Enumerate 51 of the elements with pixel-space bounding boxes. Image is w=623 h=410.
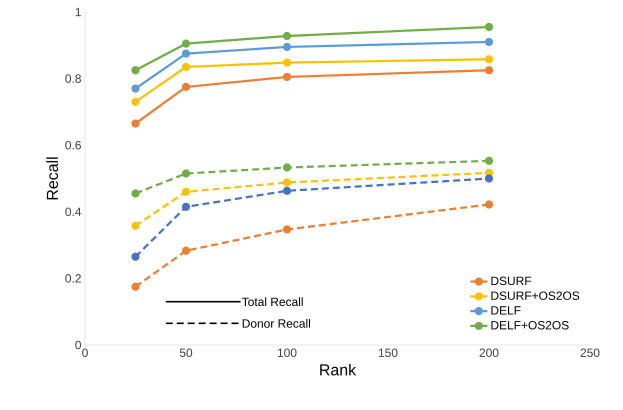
- point: [484, 66, 494, 74]
- point: [282, 42, 292, 52]
- point: [182, 40, 190, 48]
- point: [131, 282, 140, 291]
- point: [182, 50, 190, 58]
- legend-label: DELF: [491, 306, 521, 315]
- x-tick-label: 100: [278, 348, 297, 357]
- point: [131, 252, 140, 261]
- point: [484, 156, 494, 165]
- point: [182, 246, 190, 255]
- y-tick-label: 0.6: [65, 140, 81, 150]
- point: [282, 163, 292, 172]
- point: [282, 225, 292, 234]
- point: [484, 55, 494, 64]
- point: [182, 62, 190, 72]
- point: [131, 84, 140, 93]
- point: [484, 174, 494, 183]
- x-axis-title: Rank: [320, 364, 356, 376]
- point: [182, 202, 190, 211]
- point: [282, 178, 292, 187]
- point: [182, 169, 190, 178]
- point: [282, 186, 292, 195]
- legend-label: DELF+OS2OS: [491, 320, 569, 330]
- x-tick-label: 0: [82, 348, 88, 357]
- y-axis-title: Recall: [46, 157, 58, 200]
- point: [484, 38, 494, 46]
- x-tick-label: 150: [378, 348, 398, 357]
- y-tick-label: 0.8: [65, 74, 81, 83]
- point: [182, 82, 190, 92]
- point: [282, 58, 292, 67]
- x-tick-label: 200: [480, 348, 499, 357]
- annotation: Total Recall: [242, 297, 303, 306]
- y-tick-label: 0.2: [65, 274, 81, 283]
- y-tick-label: 0.4: [65, 208, 82, 216]
- point: [131, 66, 140, 74]
- legend-label: DSURF+OS2OS: [491, 291, 580, 300]
- point: [282, 72, 292, 82]
- point: [282, 32, 292, 40]
- point: [131, 189, 140, 198]
- point: [131, 119, 140, 128]
- y-tick-label: 1: [76, 8, 81, 16]
- y-tick-label: 0: [75, 340, 82, 350]
- annotation: Donor Recall: [242, 318, 310, 328]
- x-tick-label: 250: [580, 348, 600, 357]
- x-tick-label: 50: [180, 348, 192, 357]
- legend-label: DSURF: [491, 276, 532, 286]
- point: [484, 200, 494, 209]
- point: [131, 222, 140, 230]
- point: [131, 98, 140, 106]
- point: [484, 22, 494, 32]
- point: [182, 188, 190, 196]
